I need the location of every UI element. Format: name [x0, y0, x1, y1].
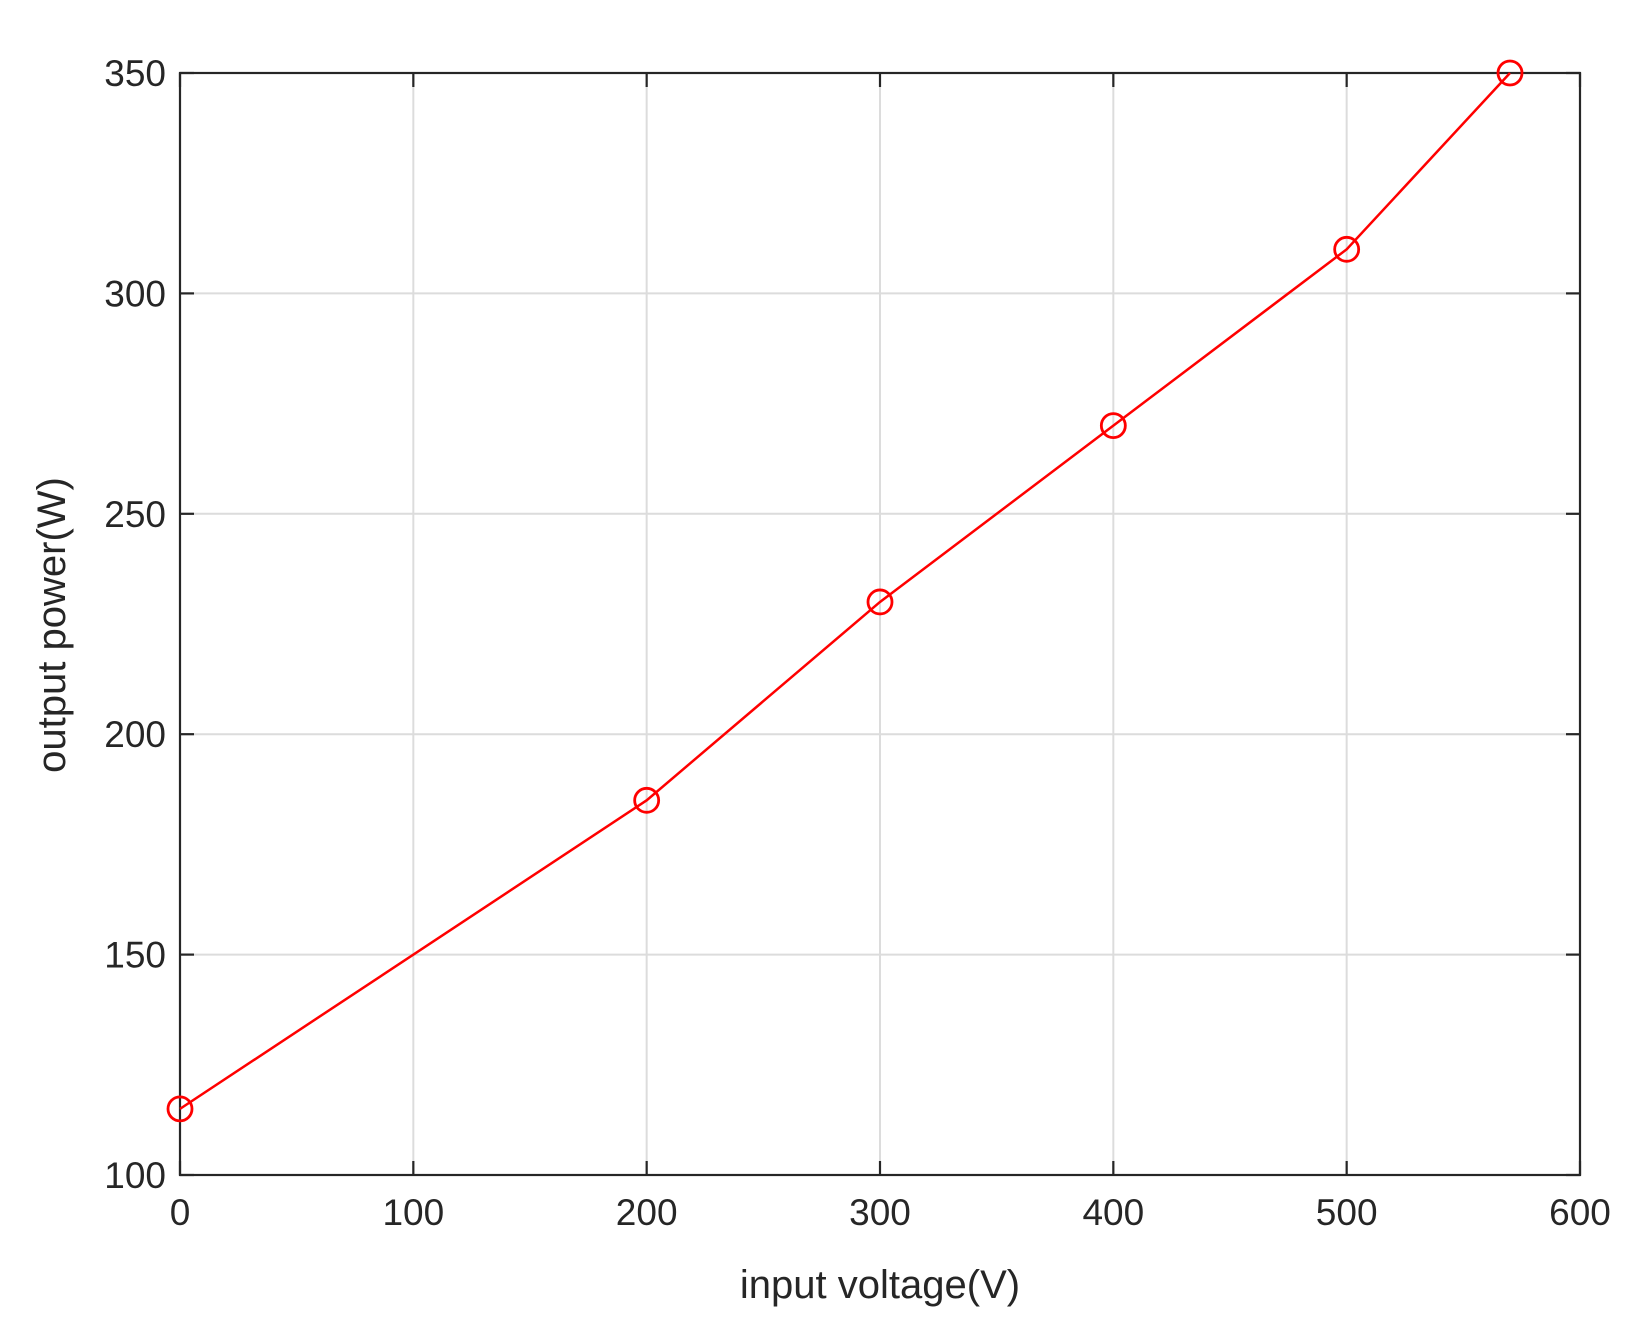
series-line: [179, 72, 1511, 1110]
y-tick-label: 150: [104, 935, 166, 976]
y-tick-label: 350: [104, 53, 166, 94]
data-point: [633, 786, 661, 814]
data-point: [1099, 412, 1127, 440]
x-tick-label: 300: [849, 1192, 911, 1233]
x-tick-label: 500: [1316, 1192, 1378, 1233]
y-tick-label: 250: [104, 494, 166, 535]
x-tick-label: 400: [1082, 1192, 1144, 1233]
series-layer: [166, 59, 1524, 1123]
x-tick-label: 200: [616, 1192, 678, 1233]
x-tick-label: 0: [170, 1192, 191, 1233]
data-point: [1333, 235, 1361, 263]
y-tick-label: 200: [104, 714, 166, 755]
y-tick-label: 100: [104, 1155, 166, 1196]
x-tick-label: 600: [1549, 1192, 1611, 1233]
x-tick-label: 100: [382, 1192, 444, 1233]
x-tick-labels: 0 100 200 300 400 500 600: [170, 1192, 1611, 1233]
data-point: [1496, 59, 1524, 87]
y-tick-labels: 100 150 200 250 300 350: [104, 53, 166, 1196]
y-tick-label: 300: [104, 273, 166, 314]
data-point: [866, 588, 894, 616]
tick-marks: [178, 71, 1582, 1177]
data-point: [166, 1095, 194, 1123]
x-axis-label: input voltage(V): [740, 1263, 1020, 1307]
y-axis-label: output power(W): [30, 477, 74, 773]
